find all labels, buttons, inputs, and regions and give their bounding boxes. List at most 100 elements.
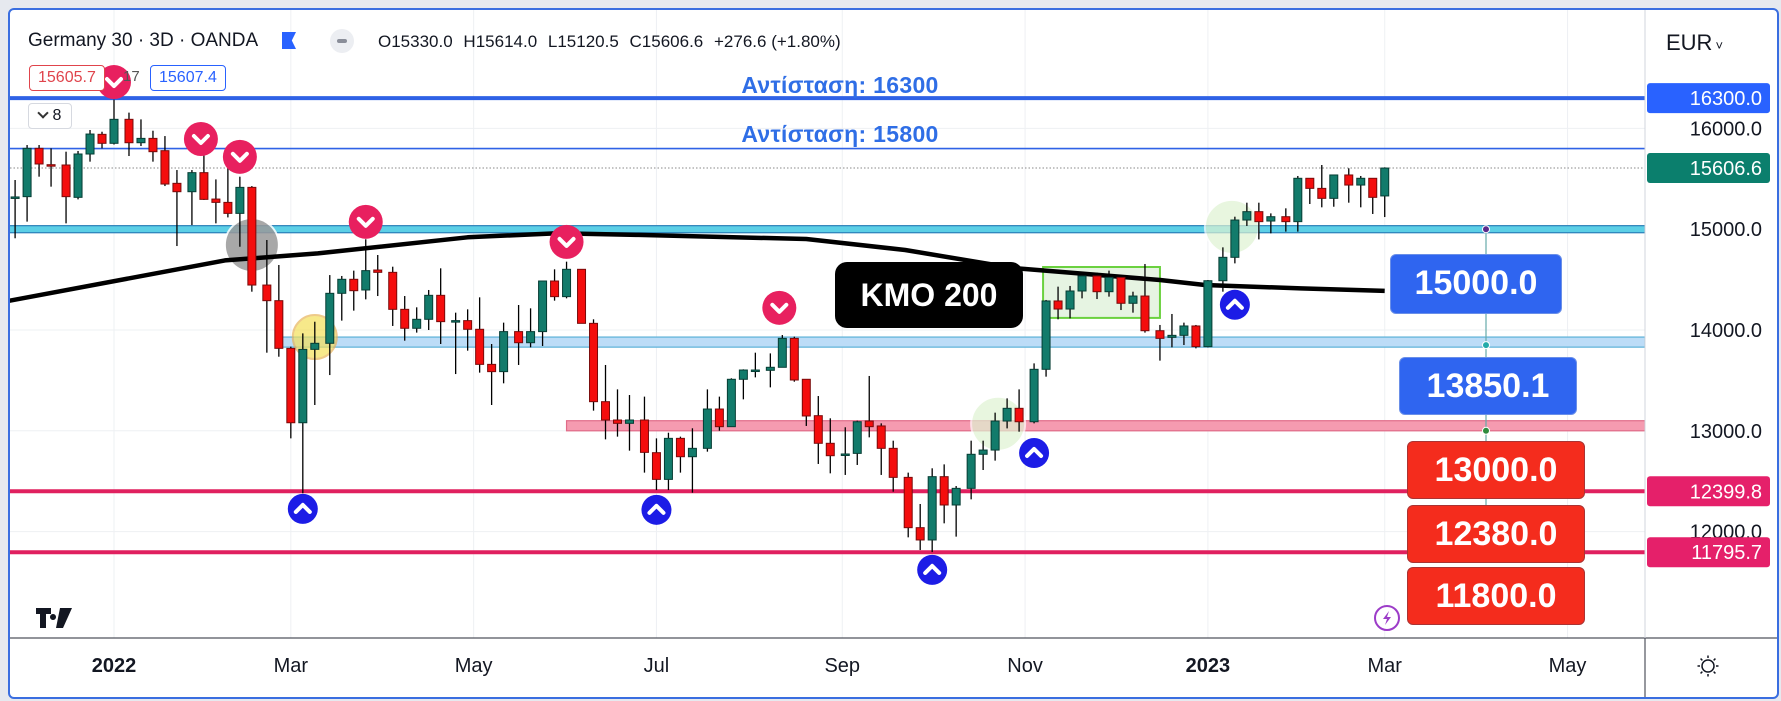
candle-body: [412, 318, 422, 329]
sell-signal-icon[interactable]: [348, 204, 383, 239]
level-box-15000[interactable]: 15000.0: [1390, 254, 1562, 314]
level-box-13000[interactable]: 13000.0: [1407, 441, 1585, 499]
candle-body: [738, 369, 748, 380]
candle: [247, 186, 257, 292]
lightning-icon[interactable]: [1374, 605, 1400, 631]
candle-body: [85, 133, 95, 155]
buy-signal-icon[interactable]: [1019, 437, 1050, 468]
buy-signal-icon[interactable]: [287, 493, 318, 524]
candle-body: [624, 419, 634, 424]
candle: [990, 412, 1000, 461]
sell-signal-icon[interactable]: [222, 139, 257, 174]
ema-200-label[interactable]: ΚΜΟ 200: [835, 262, 1023, 328]
candle: [714, 396, 724, 431]
buy-signal-icon[interactable]: [641, 494, 672, 525]
chevron-down-icon: [36, 107, 49, 119]
candle-body: [424, 294, 434, 320]
candle-body: [840, 453, 850, 456]
candle: [687, 428, 697, 493]
sell-signal-icon[interactable]: [549, 224, 584, 259]
candle-body: [675, 437, 685, 458]
sell-marker-circle: [222, 139, 257, 174]
sell-signal-icon[interactable]: [762, 290, 797, 325]
candle-body: [1155, 330, 1165, 339]
sell-marker-circle: [762, 290, 797, 325]
candle-body: [124, 118, 134, 144]
candle-body: [262, 284, 272, 302]
chevron-up-icon: [293, 502, 312, 514]
level-box-11800[interactable]: 11800.0: [1407, 567, 1585, 625]
candlestick-chart[interactable]: 16000.015000.014000.013000.012000.016300…: [10, 10, 1777, 697]
buy-price-button[interactable]: 15607.4: [150, 65, 226, 91]
collapse-icon[interactable]: [330, 29, 354, 53]
candle: [1128, 291, 1138, 313]
candle-body: [1104, 276, 1114, 293]
candle: [612, 389, 622, 437]
candle-body: [1014, 407, 1024, 423]
chevron-down-icon: [770, 302, 789, 314]
price-tag-background: [1647, 537, 1770, 568]
candle: [577, 268, 587, 324]
candle: [22, 145, 32, 222]
candle: [310, 321, 320, 405]
candle: [172, 170, 182, 247]
buy-marker-circle: [641, 494, 672, 525]
candle: [400, 296, 410, 341]
sell-signal-icon[interactable]: [97, 65, 131, 100]
candle-body: [1344, 174, 1354, 186]
candle: [361, 239, 371, 300]
settings-icon[interactable]: [1697, 655, 1719, 677]
candle: [550, 269, 560, 301]
candle: [915, 503, 925, 551]
candle: [61, 151, 71, 224]
buy-signal-icon[interactable]: [917, 554, 948, 585]
candle-body: [1356, 177, 1366, 186]
resistance-label-15800[interactable]: Αντίσταση: 15800: [741, 121, 939, 147]
buy-signal-icon[interactable]: [1219, 289, 1250, 320]
candle: [286, 346, 296, 439]
candle-body: [612, 419, 622, 424]
flag-icon[interactable]: [282, 32, 296, 49]
candle: [1179, 322, 1189, 346]
candle-body: [577, 268, 587, 324]
level-box-13850[interactable]: 13850.1: [1399, 357, 1577, 415]
candle-body: [1092, 275, 1102, 293]
candle: [538, 280, 548, 347]
indicators-toggle[interactable]: 8: [28, 103, 72, 129]
candle-body: [514, 331, 524, 344]
candle-body: [325, 292, 335, 344]
settings-icon-ray: [1700, 658, 1703, 661]
candle-body: [487, 363, 497, 373]
candle-body: [97, 133, 107, 144]
symbol-title[interactable]: Germany 30 · 3D · OANDA: [28, 30, 259, 51]
candle-body: [1179, 325, 1189, 336]
candle-body: [1368, 177, 1378, 198]
candle: [274, 264, 284, 357]
sell-signal-icon[interactable]: [183, 121, 218, 156]
settings-icon-ray: [1713, 658, 1716, 661]
tradingview-logo[interactable]: [36, 608, 76, 630]
candle-body: [436, 294, 446, 323]
candle-body: [927, 476, 937, 541]
candle-body: [298, 348, 308, 424]
time-tick-label: Nov: [1007, 655, 1043, 677]
candle-body: [825, 442, 835, 457]
candle-body: [903, 476, 913, 529]
price-tag-label: 12399.8: [1690, 481, 1762, 503]
candle: [562, 261, 572, 299]
time-tick-label: 2023: [1186, 655, 1231, 677]
candle-body: [714, 408, 724, 428]
candle: [1053, 286, 1063, 320]
candle-body: [1329, 174, 1339, 199]
candle: [903, 472, 913, 538]
candle-body: [463, 320, 473, 330]
candle: [136, 119, 146, 147]
candle: [160, 136, 170, 187]
resistance-label-16300[interactable]: Αντίσταση: 16300: [741, 72, 939, 98]
candle-body: [1116, 276, 1126, 304]
price-tag-background: [1647, 83, 1770, 114]
currency-selector[interactable]: EUR ˅: [1666, 30, 1723, 56]
level-box-12380[interactable]: 12380.0: [1407, 505, 1585, 563]
ohlc-change: +276.6 (+1.80%): [714, 32, 841, 51]
sell-price-button[interactable]: 15605.7: [29, 65, 105, 91]
